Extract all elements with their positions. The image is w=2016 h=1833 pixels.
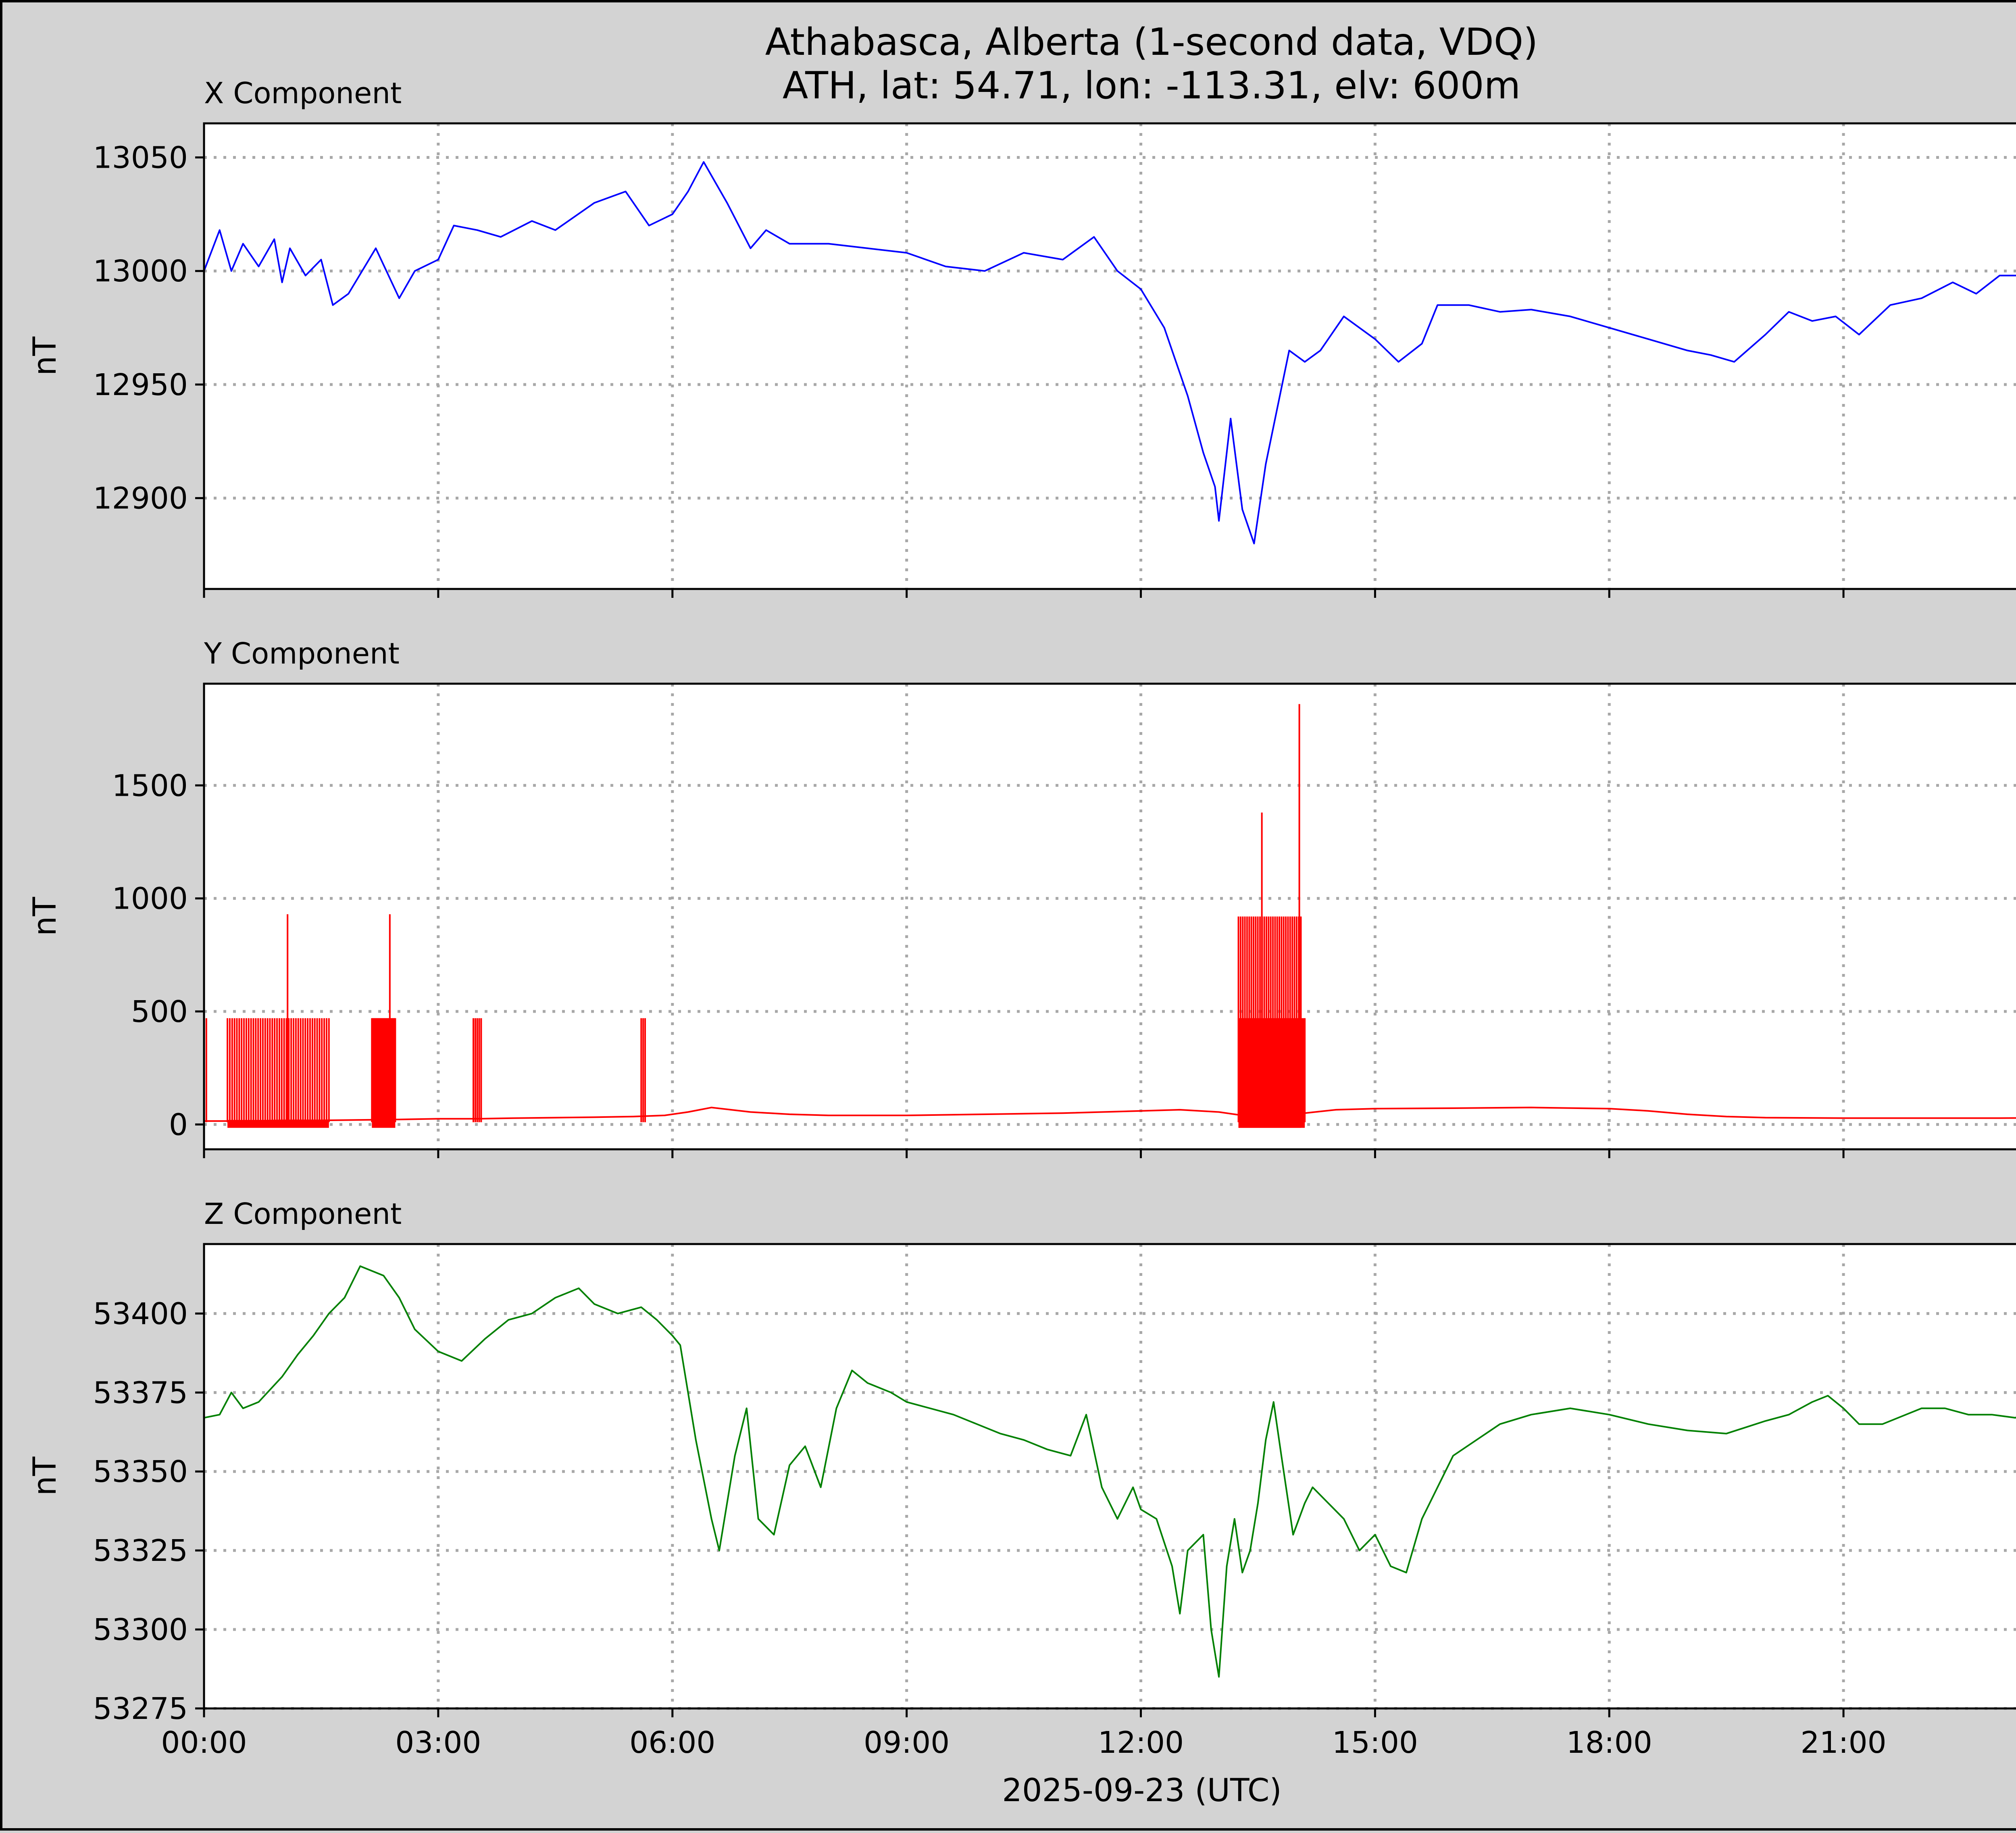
y-tick-label: 53275 xyxy=(93,1692,188,1726)
y-tick-label: 0 xyxy=(169,1107,188,1142)
y-tick-label: 12950 xyxy=(93,368,188,402)
plot-area xyxy=(204,684,2016,1149)
y-tick-label: 53400 xyxy=(93,1296,188,1331)
y-axis-label: nT xyxy=(27,897,63,936)
y-tick-label: 13050 xyxy=(93,141,188,175)
x-tick-label: 12:00 xyxy=(1098,1725,1184,1760)
y-tick-label: 13000 xyxy=(93,254,188,289)
series-band xyxy=(1238,1120,1301,1128)
panel-title: Y Component xyxy=(204,637,400,670)
x-tick-label: 06:00 xyxy=(629,1725,715,1760)
y-axis-label: nT xyxy=(27,1456,63,1496)
x-tick-label: 03:00 xyxy=(395,1725,481,1760)
plot-area xyxy=(204,123,2016,589)
x-tick-label: 21:00 xyxy=(1800,1725,1886,1760)
panel-1: 0 500 1000 1500 Y Component nT xyxy=(27,637,2016,1158)
chart-title: Athabasca, Alberta (1-second data, VDQ) xyxy=(765,20,1538,64)
series-line-y xyxy=(204,1107,2016,1122)
x-axis-label: 2025-09-23 (UTC) xyxy=(1002,1773,1282,1809)
panel-0: 12900 12950 13000 13050 X Component nT xyxy=(27,76,2016,598)
x-tick-label: 09:00 xyxy=(864,1725,950,1760)
panel-title: Z Component xyxy=(204,1197,402,1231)
x-tick-label: 18:00 xyxy=(1566,1725,1652,1760)
x-tick-label: 00:00 xyxy=(161,1725,247,1760)
y-tick-label: 12900 xyxy=(93,481,188,516)
y-tick-label: 53300 xyxy=(93,1612,188,1647)
series-group xyxy=(204,161,2016,545)
series-line-z xyxy=(204,1265,2016,1678)
y-tick-label: 500 xyxy=(131,995,188,1029)
series-group xyxy=(204,704,2016,1128)
panel-2: 53275 53300 53325 53350 53375 53400 00:00 03:00… xyxy=(27,1197,2016,1760)
series-line-x xyxy=(204,161,2016,545)
y-tick-label: 53375 xyxy=(93,1375,188,1410)
y-tick-label: 1000 xyxy=(112,882,188,916)
panels-group: 12900 12950 13000 13050 X Component nT 0 500 100… xyxy=(27,76,2016,1760)
panel-title: X Component xyxy=(204,76,402,110)
series-band xyxy=(372,1120,396,1128)
series-group xyxy=(204,1265,2016,1678)
y-tick-label: 1500 xyxy=(112,768,188,803)
chart-subtitle: ATH, lat: 54.71, lon: -113.31, elv: 600m xyxy=(783,64,1520,107)
x-tick-label: 15:00 xyxy=(1332,1725,1418,1760)
series-band xyxy=(227,1120,329,1128)
y-axis-label: nT xyxy=(27,337,63,376)
y-tick-label: 53325 xyxy=(93,1533,188,1568)
y-tick-label: 53350 xyxy=(93,1454,188,1489)
